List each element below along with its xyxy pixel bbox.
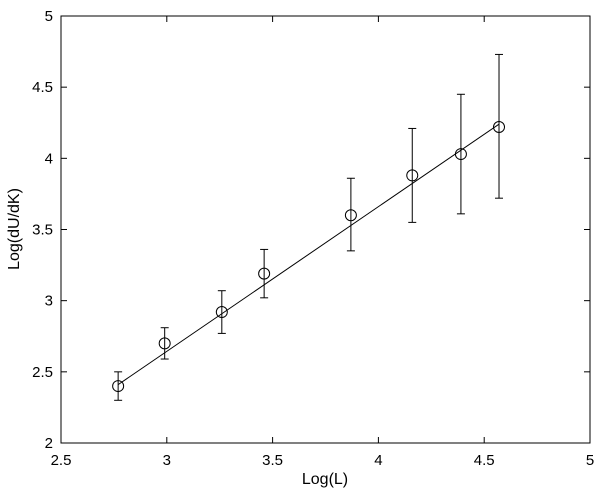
y-tick-label: 4.5 xyxy=(32,79,53,96)
y-axis-label: Log(dU/dK) xyxy=(6,188,23,270)
y-tick-label: 2.5 xyxy=(32,364,53,381)
x-tick-label: 3.5 xyxy=(262,452,283,469)
error-bars xyxy=(114,53,504,401)
x-tick-label: 2.5 xyxy=(51,452,72,469)
x-tick-label: 4.5 xyxy=(474,452,495,469)
x-tick-label: 5 xyxy=(586,452,594,469)
data-points xyxy=(112,121,506,393)
data-point xyxy=(406,169,419,182)
data-point xyxy=(258,267,271,280)
axis-ticks: 2.5 3 3.5 4 4.5 522.533.544.55 xyxy=(32,8,594,469)
data-point xyxy=(454,148,467,161)
data-point xyxy=(493,121,506,134)
y-tick-label: 3 xyxy=(45,293,53,310)
y-tick-label: 2 xyxy=(45,435,53,452)
x-tick-label: 4 xyxy=(374,452,382,469)
x-tick-label: 3 xyxy=(163,452,171,469)
fit-line xyxy=(117,123,500,386)
data-point xyxy=(158,337,171,350)
y-tick-label: 3.5 xyxy=(32,222,53,239)
y-tick-label: 4 xyxy=(45,150,53,167)
data-point xyxy=(344,209,357,222)
fit-line-group xyxy=(117,123,500,386)
y-tick-label: 5 xyxy=(45,8,53,25)
data-point xyxy=(112,380,125,393)
x-axis-label: Log(L) xyxy=(302,471,348,488)
plot-area xyxy=(60,15,591,444)
data-point xyxy=(215,306,228,319)
